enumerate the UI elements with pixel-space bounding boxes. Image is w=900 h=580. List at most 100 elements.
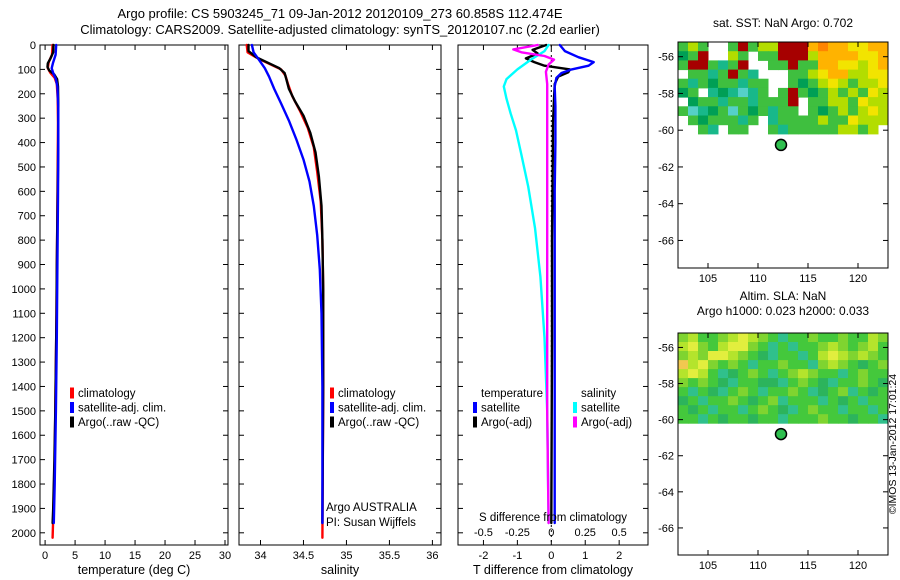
heatmap-cell: [708, 97, 719, 107]
heatmap-cell: [688, 333, 699, 343]
heatmap-cell: [778, 396, 789, 406]
heatmap-cell: [868, 396, 879, 406]
depth-tick-label: 900: [18, 260, 36, 272]
heatmap-cell: [838, 378, 849, 388]
heatmap-cell: [678, 60, 689, 71]
heatmap-cell: [848, 405, 859, 415]
heatmap-cell: [878, 360, 889, 370]
difference-panel: -2 -1 0 1 2 -0.5 -0.25 0 0.25 0.5 temperature satel…: [457, 43, 649, 562]
lon-tick-label: 120: [849, 560, 867, 572]
heatmap-cell: [858, 351, 869, 361]
heatmap-cell: [858, 87, 869, 98]
heatmap-cell: [838, 360, 849, 370]
heatmap-cell: [728, 342, 739, 352]
sst-map-title: sat. SST: NaN Argo: 0.702: [713, 16, 853, 30]
heatmap-cell: [688, 78, 699, 89]
heatmap-cell: [728, 360, 739, 370]
heatmap-cell: [678, 396, 689, 406]
lat-tick-label: -58: [658, 88, 674, 100]
lat-tick-label: -62: [658, 451, 674, 463]
sla-map-title-line1: Altim. SLA: NaN: [740, 289, 827, 303]
heatmap-cell: [728, 369, 739, 379]
heatmap-cell: [728, 42, 739, 52]
heatmap-cell: [818, 78, 829, 89]
heatmap-cell: [818, 60, 829, 71]
depth-tick-label: 1400: [12, 381, 36, 393]
heatmap-cell: [868, 342, 879, 352]
heatmap-cell: [808, 405, 819, 415]
heatmap-cell: [738, 42, 749, 52]
heatmap-cell: [868, 369, 879, 379]
heatmap-cell: [848, 51, 859, 61]
figure-title-line2: Climatology: CARS2009. Satellite-adjuste…: [80, 22, 600, 37]
legend-group-header: salinity: [581, 388, 616, 400]
heatmap-cell: [848, 396, 859, 406]
heatmap-cell: [728, 51, 739, 61]
heatmap-cell: [838, 405, 849, 415]
heatmap-cell: [698, 60, 709, 71]
heatmap-cell: [738, 78, 749, 89]
heatmap-cell: [718, 405, 729, 415]
sla-map-panel: 105 110 115 120 -56 -58 -60 -62 -64 -66: [658, 332, 889, 572]
heatmap-cell: [708, 69, 719, 80]
heatmap-cell: [698, 405, 709, 415]
heatmap-cell: [688, 51, 699, 61]
heatmap-cell: [738, 97, 749, 107]
heatmap-cell: [808, 333, 819, 343]
heatmap-cell: [828, 97, 839, 107]
heatmap-cell: [808, 106, 819, 116]
heatmap-cell: [878, 69, 889, 80]
heatmap-cell: [738, 60, 749, 71]
heatmap-cell: [828, 396, 839, 406]
heatmap-cell: [748, 333, 759, 343]
heatmap-cell: [808, 387, 819, 397]
heatmap-cell: [798, 69, 809, 80]
heatmap-cell: [778, 97, 789, 107]
heatmap-cell: [708, 87, 719, 98]
legend-group-header: temperature: [481, 388, 543, 400]
depth-tick-label: 800: [18, 235, 36, 247]
heatmap-cell: [818, 124, 829, 135]
heatmap-cell: [818, 405, 829, 415]
lon-tick-label: 115: [799, 560, 817, 572]
heatmap-cell: [868, 360, 879, 370]
heatmap-cell: [698, 360, 709, 370]
series-line: [247, 43, 325, 525]
heatmap-cell: [718, 78, 729, 89]
heatmap-cell: [768, 414, 779, 424]
heatmap-cell: [738, 342, 749, 352]
legend-marker: [70, 402, 74, 413]
heatmap-cell: [798, 414, 809, 424]
heatmap-cell: [878, 378, 889, 388]
heatmap-cell: [768, 387, 779, 397]
heatmap-cell: [868, 51, 879, 61]
heatmap-cell: [778, 369, 789, 379]
heatmap-cell: [758, 351, 769, 361]
heatmap-cell: [788, 106, 799, 116]
depth-tick-label: 1800: [12, 479, 36, 491]
heatmap-cell: [838, 414, 849, 424]
heatmap-cell: [718, 378, 729, 388]
heatmap-cell: [818, 333, 829, 343]
heatmap-cell: [828, 369, 839, 379]
series-line: [502, 43, 550, 525]
heatmap-cell: [698, 351, 709, 361]
heatmap-cell: [828, 124, 839, 135]
heatmap-cell: [878, 396, 889, 406]
heatmap-cell: [818, 51, 829, 61]
heatmap-cell: [708, 369, 719, 379]
heatmap-cell: [748, 42, 759, 52]
x-tick-label: 1: [582, 550, 588, 562]
heatmap-cell: [768, 60, 779, 71]
heatmap-cell: [678, 51, 689, 61]
heatmap-cell: [858, 69, 869, 80]
heatmap-cell: [868, 60, 879, 71]
heatmap-cell: [728, 97, 739, 107]
lon-tick-label: 105: [699, 273, 717, 285]
heatmap-cell: [788, 396, 799, 406]
heatmap-cell: [678, 369, 689, 379]
legend-label: climatology: [78, 388, 136, 400]
heatmap-cell: [698, 69, 709, 80]
heatmap-cell: [698, 387, 709, 397]
heatmap-cell: [738, 106, 749, 116]
